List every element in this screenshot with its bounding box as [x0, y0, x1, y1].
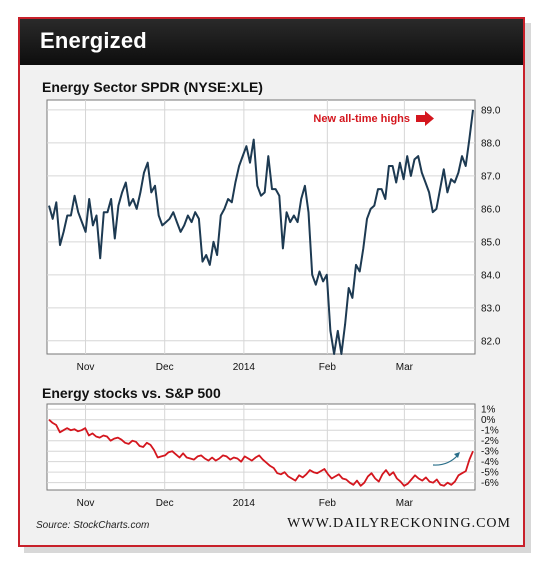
brand-url: WWW.DAILYRECKONING.COM	[287, 516, 511, 531]
main-x-tick-label: Mar	[396, 362, 414, 373]
main-series-line	[48, 109, 474, 355]
sub-chart-title: Energy stocks vs. S&P 500	[42, 385, 221, 401]
main-x-tick-label: Dec	[156, 362, 174, 373]
sub-x-tick-label: Dec	[156, 498, 174, 509]
main-y-tick-label: 86.0	[481, 204, 501, 215]
main-y-tick-label: 85.0	[481, 237, 501, 248]
main-y-tick-label: 87.0	[481, 171, 501, 182]
main-x-tick-label: Nov	[77, 362, 95, 373]
main-y-tick-label: 83.0	[481, 303, 501, 314]
sub-y-tick-label: 0%	[481, 415, 496, 426]
main-x-tick-label: Feb	[319, 362, 337, 373]
sub-x-tick-label: Nov	[77, 498, 95, 509]
sub-y-tick-label: -5%	[481, 468, 499, 479]
trend-arrow	[432, 454, 459, 466]
sub-x-tick-label: Feb	[319, 498, 337, 509]
sub-y-tick-label: -3%	[481, 447, 499, 458]
sub-y-tick-label: -1%	[481, 426, 499, 437]
main-y-tick-label: 82.0	[481, 336, 501, 347]
sub-x-tick-label: 2014	[233, 498, 256, 509]
sub-y-tick-label: -4%	[481, 457, 499, 468]
main-y-tick-label: 84.0	[481, 270, 501, 281]
sub-y-tick-label: 1%	[481, 405, 496, 416]
main-plot-area	[46, 99, 476, 355]
main-y-tick-label: 88.0	[481, 138, 501, 149]
main-chart-title: Energy Sector SPDR (NYSE:XLE)	[42, 79, 263, 95]
sub-y-tick-label: -6%	[481, 478, 499, 489]
main-x-tick-label: 2014	[233, 362, 256, 373]
sub-y-tick-label: -2%	[481, 436, 499, 447]
sub-plot-area	[46, 403, 476, 491]
source-note: Source: StockCharts.com	[36, 520, 150, 531]
header-title: Energized	[40, 28, 147, 53]
sub-x-tick-label: Mar	[396, 498, 414, 509]
sub-series-line	[48, 419, 474, 487]
trend-arrow-head	[454, 452, 460, 458]
header-bar: Energized	[20, 19, 523, 65]
annotation-arrow	[416, 111, 434, 126]
main-y-tick-label: 89.0	[481, 105, 501, 116]
annotation-text: New all-time highs	[313, 113, 410, 125]
